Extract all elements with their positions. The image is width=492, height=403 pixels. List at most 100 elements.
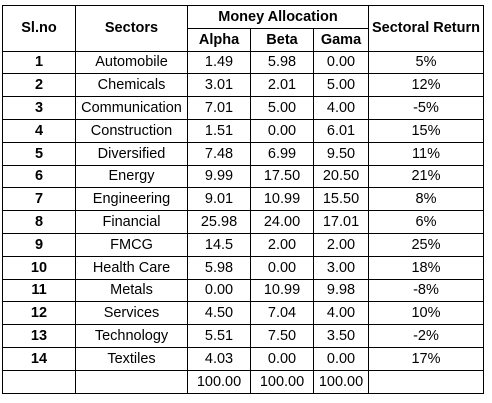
sector-cell[interactable]: Chemicals	[75, 73, 188, 98]
sectoral-return-cell[interactable]: 8%	[368, 187, 484, 212]
sector-cell[interactable]: Services	[75, 301, 188, 326]
sectoral-return-cell[interactable]: 11%	[368, 141, 484, 166]
sector-cell[interactable]: Health Care	[75, 255, 188, 280]
beta-cell[interactable]: 0.00	[250, 255, 314, 280]
sectors-header[interactable]: Sectors	[75, 5, 188, 52]
gama-cell[interactable]: 9.50	[313, 141, 369, 166]
beta-header[interactable]: Beta	[250, 27, 314, 52]
beta-cell[interactable]: 2.00	[250, 232, 314, 257]
slno-cell[interactable]: 12	[2, 301, 76, 326]
alpha-cell[interactable]: 7.48	[187, 141, 251, 166]
money-allocation-header[interactable]: Money Allocation	[187, 5, 369, 29]
alpha-cell[interactable]: 1.49	[187, 50, 251, 75]
sector-cell[interactable]: Construction	[75, 118, 188, 143]
slno-cell[interactable]: 1	[2, 50, 76, 75]
slno-cell[interactable]: 6	[2, 164, 76, 189]
slno-cell[interactable]: 8	[2, 210, 76, 234]
beta-cell[interactable]: 2.01	[250, 73, 314, 98]
slno-cell[interactable]: 14	[2, 346, 76, 371]
gama-cell[interactable]: 20.50	[313, 164, 369, 189]
gama-cell[interactable]: 3.00	[313, 255, 369, 280]
sectoral-return-cell[interactable]: -5%	[368, 96, 484, 120]
slno-header[interactable]: Sl.no	[2, 5, 76, 52]
gama-cell[interactable]: 9.98	[313, 278, 369, 303]
alpha-cell[interactable]: 3.01	[187, 73, 251, 98]
sectoral-return-cell[interactable]: -2%	[368, 324, 484, 348]
total-sectoral-return-cell[interactable]	[368, 369, 484, 394]
gama-cell[interactable]: 17.01	[313, 210, 369, 234]
sector-cell[interactable]: Energy	[75, 164, 188, 189]
slno-cell[interactable]: 5	[2, 141, 76, 166]
gama-cell[interactable]: 0.00	[313, 346, 369, 371]
beta-cell[interactable]: 5.00	[250, 96, 314, 120]
gama-cell[interactable]: 6.01	[313, 118, 369, 143]
beta-cell[interactable]: 7.50	[250, 324, 314, 348]
slno-cell[interactable]: 10	[2, 255, 76, 280]
slno-cell[interactable]: 7	[2, 187, 76, 212]
alpha-header[interactable]: Alpha	[187, 27, 251, 52]
sector-cell[interactable]: Diversified	[75, 141, 188, 166]
total-alpha-cell[interactable]: 100.00	[187, 369, 251, 394]
sectoral-return-cell[interactable]: 15%	[368, 118, 484, 143]
beta-cell[interactable]: 17.50	[250, 164, 314, 189]
alpha-cell[interactable]: 5.98	[187, 255, 251, 280]
sectoral-return-header[interactable]: Sectoral Return	[368, 5, 484, 52]
beta-cell[interactable]: 5.98	[250, 50, 314, 75]
sector-cell[interactable]: FMCG	[75, 232, 188, 257]
gama-cell[interactable]: 5.00	[313, 73, 369, 98]
total-gama-cell[interactable]: 100.00	[313, 369, 369, 394]
sector-cell[interactable]: Technology	[75, 324, 188, 348]
beta-cell[interactable]: 0.00	[250, 346, 314, 371]
slno-cell[interactable]: 2	[2, 73, 76, 98]
sectoral-return-cell[interactable]: 10%	[368, 301, 484, 326]
gama-cell[interactable]: 15.50	[313, 187, 369, 212]
gama-header[interactable]: Gama	[313, 27, 369, 52]
beta-cell[interactable]: 24.00	[250, 210, 314, 234]
beta-cell[interactable]: 10.99	[250, 278, 314, 303]
sectoral-return-cell[interactable]: 18%	[368, 255, 484, 280]
gama-cell[interactable]: 4.00	[313, 301, 369, 326]
sectoral-return-cell[interactable]: 25%	[368, 232, 484, 257]
gama-cell[interactable]: 4.00	[313, 96, 369, 120]
slno-cell[interactable]: 3	[2, 96, 76, 120]
table-row: 7 Engineering 9.01 10.99 15.50 8%	[2, 187, 484, 212]
slno-cell[interactable]: 11	[2, 278, 76, 303]
sectoral-return-cell[interactable]: -8%	[368, 278, 484, 303]
sector-cell[interactable]: Automobile	[75, 50, 188, 75]
alpha-cell[interactable]: 9.01	[187, 187, 251, 212]
alpha-cell[interactable]: 0.00	[187, 278, 251, 303]
sector-cell[interactable]: Financial	[75, 210, 188, 234]
sectoral-return-cell[interactable]: 12%	[368, 73, 484, 98]
alpha-cell[interactable]: 25.98	[187, 210, 251, 234]
gama-cell[interactable]: 2.00	[313, 232, 369, 257]
sector-cell[interactable]: Engineering	[75, 187, 188, 212]
alpha-cell[interactable]: 9.99	[187, 164, 251, 189]
total-slno-cell[interactable]	[2, 369, 76, 394]
sectoral-return-cell[interactable]: 17%	[368, 346, 484, 371]
beta-cell[interactable]: 7.04	[250, 301, 314, 326]
sectoral-return-cell[interactable]: 21%	[368, 164, 484, 189]
alpha-cell[interactable]: 1.51	[187, 118, 251, 143]
total-sector-cell[interactable]	[75, 369, 188, 394]
table-row: 14 Textiles 4.03 0.00 0.00 17%	[2, 346, 484, 371]
beta-cell[interactable]: 0.00	[250, 118, 314, 143]
table-row: 10 Health Care 5.98 0.00 3.00 18%	[2, 255, 484, 280]
slno-cell[interactable]: 4	[2, 118, 76, 143]
alpha-cell[interactable]: 4.50	[187, 301, 251, 326]
sectoral-return-cell[interactable]: 5%	[368, 50, 484, 75]
sector-cell[interactable]: Metals	[75, 278, 188, 303]
sectoral-return-cell[interactable]: 6%	[368, 210, 484, 234]
slno-cell[interactable]: 13	[2, 324, 76, 348]
alpha-cell[interactable]: 4.03	[187, 346, 251, 371]
beta-cell[interactable]: 10.99	[250, 187, 314, 212]
sector-cell[interactable]: Communication	[75, 96, 188, 120]
alpha-cell[interactable]: 14.5	[187, 232, 251, 257]
sector-cell[interactable]: Textiles	[75, 346, 188, 371]
alpha-cell[interactable]: 7.01	[187, 96, 251, 120]
gama-cell[interactable]: 3.50	[313, 324, 369, 348]
slno-cell[interactable]: 9	[2, 232, 76, 257]
total-beta-cell[interactable]: 100.00	[250, 369, 314, 394]
beta-cell[interactable]: 6.99	[250, 141, 314, 166]
alpha-cell[interactable]: 5.51	[187, 324, 251, 348]
gama-cell[interactable]: 0.00	[313, 50, 369, 75]
